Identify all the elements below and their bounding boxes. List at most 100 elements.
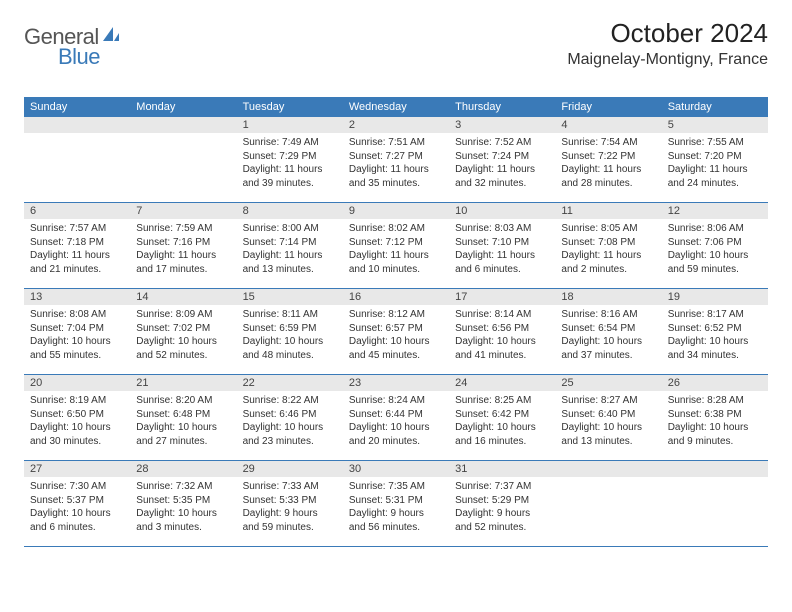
day-number: 28 <box>130 461 236 477</box>
day-number: 29 <box>237 461 343 477</box>
day-cell: 11Sunrise: 8:05 AMSunset: 7:08 PMDayligh… <box>555 203 661 289</box>
day-number: 1 <box>237 117 343 133</box>
day-cell: 24Sunrise: 8:25 AMSunset: 6:42 PMDayligh… <box>449 375 555 461</box>
day-cell: 25Sunrise: 8:27 AMSunset: 6:40 PMDayligh… <box>555 375 661 461</box>
day-cell: 23Sunrise: 8:24 AMSunset: 6:44 PMDayligh… <box>343 375 449 461</box>
day-data: Sunrise: 8:16 AMSunset: 6:54 PMDaylight:… <box>555 305 661 368</box>
day-cell: 29Sunrise: 7:33 AMSunset: 5:33 PMDayligh… <box>237 461 343 547</box>
empty-cell <box>555 461 661 547</box>
day-number: 26 <box>662 375 768 391</box>
day-number: 22 <box>237 375 343 391</box>
day-number: 30 <box>343 461 449 477</box>
day-number: 12 <box>662 203 768 219</box>
weekday-header: Wednesday <box>343 97 449 117</box>
weekday-header: Saturday <box>662 97 768 117</box>
day-cell: 10Sunrise: 8:03 AMSunset: 7:10 PMDayligh… <box>449 203 555 289</box>
day-number: 8 <box>237 203 343 219</box>
day-data: Sunrise: 7:55 AMSunset: 7:20 PMDaylight:… <box>662 133 768 196</box>
day-number: 16 <box>343 289 449 305</box>
day-data: Sunrise: 8:27 AMSunset: 6:40 PMDaylight:… <box>555 391 661 454</box>
empty-cell <box>662 461 768 547</box>
day-data: Sunrise: 8:11 AMSunset: 6:59 PMDaylight:… <box>237 305 343 368</box>
day-cell: 18Sunrise: 8:16 AMSunset: 6:54 PMDayligh… <box>555 289 661 375</box>
calendar-header-row: SundayMondayTuesdayWednesdayThursdayFrid… <box>24 97 768 117</box>
day-data: Sunrise: 8:25 AMSunset: 6:42 PMDaylight:… <box>449 391 555 454</box>
day-number: 3 <box>449 117 555 133</box>
day-number: 17 <box>449 289 555 305</box>
day-data: Sunrise: 8:17 AMSunset: 6:52 PMDaylight:… <box>662 305 768 368</box>
day-data: Sunrise: 8:00 AMSunset: 7:14 PMDaylight:… <box>237 219 343 282</box>
day-data: Sunrise: 8:19 AMSunset: 6:50 PMDaylight:… <box>24 391 130 454</box>
weekday-header: Tuesday <box>237 97 343 117</box>
day-cell: 7Sunrise: 7:59 AMSunset: 7:16 PMDaylight… <box>130 203 236 289</box>
day-number: 24 <box>449 375 555 391</box>
day-cell: 21Sunrise: 8:20 AMSunset: 6:48 PMDayligh… <box>130 375 236 461</box>
title-block: October 2024 Maignelay-Montigny, France <box>567 18 768 69</box>
day-cell: 1Sunrise: 7:49 AMSunset: 7:29 PMDaylight… <box>237 117 343 203</box>
day-data: Sunrise: 8:05 AMSunset: 7:08 PMDaylight:… <box>555 219 661 282</box>
day-data: Sunrise: 8:02 AMSunset: 7:12 PMDaylight:… <box>343 219 449 282</box>
day-number: 19 <box>662 289 768 305</box>
day-cell: 5Sunrise: 7:55 AMSunset: 7:20 PMDaylight… <box>662 117 768 203</box>
day-cell: 31Sunrise: 7:37 AMSunset: 5:29 PMDayligh… <box>449 461 555 547</box>
day-data: Sunrise: 7:49 AMSunset: 7:29 PMDaylight:… <box>237 133 343 196</box>
day-number: 20 <box>24 375 130 391</box>
weekday-header: Monday <box>130 97 236 117</box>
location-subtitle: Maignelay-Montigny, France <box>567 51 768 69</box>
day-cell: 22Sunrise: 8:22 AMSunset: 6:46 PMDayligh… <box>237 375 343 461</box>
day-data: Sunrise: 7:51 AMSunset: 7:27 PMDaylight:… <box>343 133 449 196</box>
day-data: Sunrise: 7:57 AMSunset: 7:18 PMDaylight:… <box>24 219 130 282</box>
day-cell: 6Sunrise: 7:57 AMSunset: 7:18 PMDaylight… <box>24 203 130 289</box>
day-data: Sunrise: 7:32 AMSunset: 5:35 PMDaylight:… <box>130 477 236 540</box>
day-cell: 13Sunrise: 8:08 AMSunset: 7:04 PMDayligh… <box>24 289 130 375</box>
header: General October 2024 Maignelay-Montigny,… <box>24 18 768 69</box>
day-data: Sunrise: 8:28 AMSunset: 6:38 PMDaylight:… <box>662 391 768 454</box>
day-data: Sunrise: 7:54 AMSunset: 7:22 PMDaylight:… <box>555 133 661 196</box>
weekday-header: Friday <box>555 97 661 117</box>
day-number: 9 <box>343 203 449 219</box>
day-cell: 26Sunrise: 8:28 AMSunset: 6:38 PMDayligh… <box>662 375 768 461</box>
page-title: October 2024 <box>567 18 768 49</box>
day-cell: 30Sunrise: 7:35 AMSunset: 5:31 PMDayligh… <box>343 461 449 547</box>
day-number: 21 <box>130 375 236 391</box>
day-cell: 14Sunrise: 8:09 AMSunset: 7:02 PMDayligh… <box>130 289 236 375</box>
day-number: 2 <box>343 117 449 133</box>
calendar: SundayMondayTuesdayWednesdayThursdayFrid… <box>24 97 768 547</box>
day-cell: 20Sunrise: 8:19 AMSunset: 6:50 PMDayligh… <box>24 375 130 461</box>
day-cell: 4Sunrise: 7:54 AMSunset: 7:22 PMDaylight… <box>555 117 661 203</box>
day-number: 5 <box>662 117 768 133</box>
day-cell: 19Sunrise: 8:17 AMSunset: 6:52 PMDayligh… <box>662 289 768 375</box>
day-data: Sunrise: 7:30 AMSunset: 5:37 PMDaylight:… <box>24 477 130 540</box>
day-data: Sunrise: 8:08 AMSunset: 7:04 PMDaylight:… <box>24 305 130 368</box>
logo-text-blue: Blue <box>58 44 100 69</box>
day-cell: 27Sunrise: 7:30 AMSunset: 5:37 PMDayligh… <box>24 461 130 547</box>
weekday-header: Thursday <box>449 97 555 117</box>
day-data: Sunrise: 7:35 AMSunset: 5:31 PMDaylight:… <box>343 477 449 540</box>
day-number: 23 <box>343 375 449 391</box>
day-data: Sunrise: 8:22 AMSunset: 6:46 PMDaylight:… <box>237 391 343 454</box>
empty-cell <box>130 117 236 203</box>
day-number: 15 <box>237 289 343 305</box>
day-data: Sunrise: 8:20 AMSunset: 6:48 PMDaylight:… <box>130 391 236 454</box>
day-cell: 28Sunrise: 7:32 AMSunset: 5:35 PMDayligh… <box>130 461 236 547</box>
day-cell: 2Sunrise: 7:51 AMSunset: 7:27 PMDaylight… <box>343 117 449 203</box>
day-data: Sunrise: 7:59 AMSunset: 7:16 PMDaylight:… <box>130 219 236 282</box>
day-number: 25 <box>555 375 661 391</box>
day-data: Sunrise: 7:33 AMSunset: 5:33 PMDaylight:… <box>237 477 343 540</box>
day-number: 27 <box>24 461 130 477</box>
day-data: Sunrise: 8:12 AMSunset: 6:57 PMDaylight:… <box>343 305 449 368</box>
day-data: Sunrise: 8:03 AMSunset: 7:10 PMDaylight:… <box>449 219 555 282</box>
day-number: 14 <box>130 289 236 305</box>
empty-cell <box>24 117 130 203</box>
day-number: 10 <box>449 203 555 219</box>
day-cell: 17Sunrise: 8:14 AMSunset: 6:56 PMDayligh… <box>449 289 555 375</box>
day-cell: 15Sunrise: 8:11 AMSunset: 6:59 PMDayligh… <box>237 289 343 375</box>
day-data: Sunrise: 8:09 AMSunset: 7:02 PMDaylight:… <box>130 305 236 368</box>
day-number: 31 <box>449 461 555 477</box>
calendar-body: 1Sunrise: 7:49 AMSunset: 7:29 PMDaylight… <box>24 117 768 547</box>
weekday-header: Sunday <box>24 97 130 117</box>
day-number: 11 <box>555 203 661 219</box>
day-data: Sunrise: 8:06 AMSunset: 7:06 PMDaylight:… <box>662 219 768 282</box>
day-data: Sunrise: 7:37 AMSunset: 5:29 PMDaylight:… <box>449 477 555 540</box>
day-data: Sunrise: 8:14 AMSunset: 6:56 PMDaylight:… <box>449 305 555 368</box>
